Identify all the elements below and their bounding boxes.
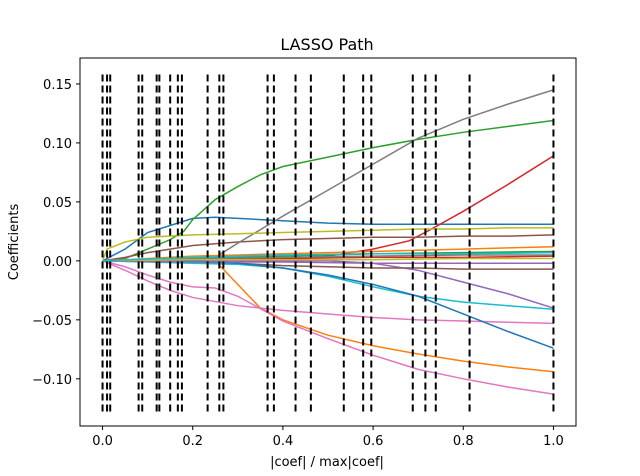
series-line-1 xyxy=(102,216,554,262)
series-line-11 xyxy=(101,227,554,262)
x-tick-label: 0.0 xyxy=(92,434,113,449)
series-line-20 xyxy=(102,251,554,262)
x-tick-label: 0.8 xyxy=(453,434,474,449)
series-line-19 xyxy=(102,257,554,262)
x-tick-label: 1.0 xyxy=(543,434,564,449)
x-axis-label: |coef| / max|coef| xyxy=(270,455,384,470)
x-tick-label: 0.6 xyxy=(363,434,384,449)
y-tick-label: −0.10 xyxy=(32,373,72,388)
x-tick-label: 0.4 xyxy=(273,434,294,449)
series-line-9 xyxy=(102,260,554,395)
chart-title: LASSO Path xyxy=(280,35,373,54)
y-tick-label: 0.00 xyxy=(43,255,72,270)
series-line-7 xyxy=(102,260,554,270)
plot-frame xyxy=(79,57,577,427)
plot-area xyxy=(101,74,555,415)
series-line-5 xyxy=(102,260,554,309)
x-axis: 0.0 0.2 0.4 0.6 0.8 1.0 xyxy=(92,426,564,449)
x-tick-label: 0.2 xyxy=(182,434,203,449)
y-tick-label: −0.05 xyxy=(32,314,72,329)
series-line-6 xyxy=(102,234,554,262)
series-line-18 xyxy=(102,254,554,262)
y-tick-label: 0.05 xyxy=(43,196,72,211)
y-axis-label: Coefficients xyxy=(7,204,22,281)
y-tick-label: 0.15 xyxy=(43,78,72,93)
series-line-8 xyxy=(102,260,554,325)
y-axis: −0.10 −0.05 0.00 0.05 0.10 0.15 xyxy=(32,78,80,388)
y-tick-label: 0.10 xyxy=(43,137,72,152)
